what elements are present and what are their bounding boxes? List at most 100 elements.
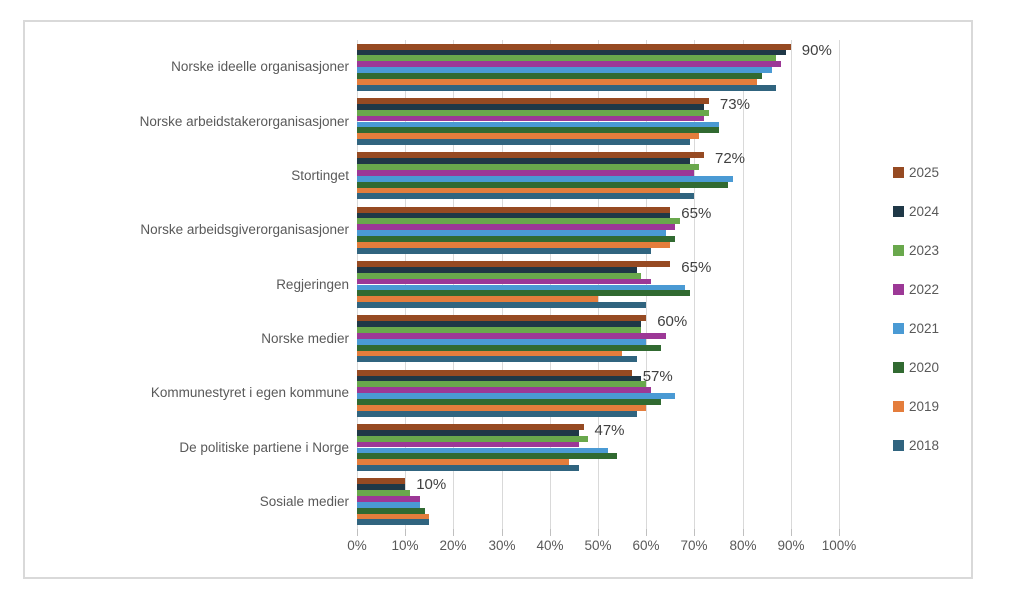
value-label: 65%: [681, 204, 712, 222]
bar-2024: [357, 375, 642, 382]
value-label: 90%: [801, 41, 832, 59]
value-label: 60%: [657, 313, 688, 331]
bar-2025: [357, 369, 632, 376]
tick-mark: [598, 529, 599, 536]
bar-2021: [357, 447, 608, 454]
tick-mark: [357, 529, 358, 536]
tick-mark: [791, 529, 792, 536]
bar-2025: [357, 315, 647, 322]
tick-mark: [743, 529, 744, 536]
category-label: De politiske partiene i Norge: [179, 439, 349, 455]
bar-2025: [357, 261, 671, 267]
legend-label: 2021: [909, 321, 940, 336]
bar-2019: [357, 187, 680, 194]
category-label: Norske arbeidsgiverorganisasjoner: [140, 222, 349, 238]
legend-swatch-icon: [893, 206, 904, 217]
legend-item-2020: 2020: [893, 361, 939, 374]
bar-2018: [357, 139, 690, 145]
bar-2022: [357, 441, 579, 448]
bar-2021: [357, 121, 719, 128]
bar-2022: [357, 332, 666, 339]
bar-2020: [357, 290, 690, 297]
legend-swatch-icon: [893, 323, 904, 334]
bar-2021: [357, 175, 733, 182]
x-axis-tick-label: 80%: [729, 538, 757, 553]
bar-2021: [357, 284, 685, 291]
legend-label: 2022: [909, 282, 940, 297]
tick-mark: [453, 529, 454, 536]
tick-mark: [502, 529, 503, 536]
gridline: [743, 40, 744, 529]
bar-2019: [357, 459, 570, 466]
bar-2022: [357, 278, 651, 285]
legend-swatch-icon: [893, 167, 904, 178]
legend-item-2018: 2018: [893, 439, 939, 452]
bar-2022: [357, 224, 676, 231]
x-axis-tick-label: 70%: [680, 538, 708, 553]
bar-2019: [357, 78, 758, 85]
tick-mark: [550, 529, 551, 536]
legend-item-2025: 2025: [893, 166, 939, 179]
legend-swatch-icon: [893, 245, 904, 256]
bar-2022: [357, 61, 782, 68]
bar-2020: [357, 344, 661, 351]
bar-2018: [357, 247, 651, 254]
bar-2018: [357, 302, 647, 308]
bar-2024: [357, 212, 671, 219]
bar-2025: [357, 98, 709, 104]
legend-label: 2020: [909, 360, 940, 375]
value-label: 57%: [642, 367, 673, 385]
bar-2023: [357, 55, 777, 62]
bar-2025: [357, 43, 791, 50]
value-label: 10%: [416, 476, 447, 494]
legend-label: 2023: [909, 243, 940, 258]
plot-area: 90% 73% 72% 65% 65% 60% 57% 47% 10%: [357, 40, 840, 529]
x-axis-tick-label: 50%: [584, 538, 612, 553]
legend-label: 2018: [909, 438, 940, 453]
bar-2021: [357, 338, 647, 345]
bar-2023: [357, 490, 410, 496]
bar-2018: [357, 465, 579, 471]
bar-2025: [357, 152, 704, 159]
bar-2019: [357, 513, 430, 520]
bar-2020: [357, 236, 676, 242]
bar-2023: [357, 272, 642, 279]
legend-swatch-icon: [893, 401, 904, 412]
tick-mark: [646, 529, 647, 536]
x-axis-tick-label: 20%: [439, 538, 467, 553]
value-label: 73%: [719, 96, 750, 114]
bar-2019: [357, 133, 700, 140]
bar-2021: [357, 230, 666, 236]
chart-frame: 90% 73% 72% 65% 65% 60% 57% 47% 10% Norske ideel…: [23, 20, 973, 579]
bar-2022: [357, 495, 420, 502]
bar-2020: [357, 73, 762, 79]
bar-2019: [357, 296, 598, 303]
category-label: Norske arbeidstakerorganisasjoner: [139, 113, 349, 129]
bar-2024: [357, 429, 579, 436]
value-label: 72%: [715, 150, 746, 168]
category-label: Sosiale medier: [259, 493, 349, 509]
legend-item-2023: 2023: [893, 244, 939, 257]
category-label: Norske medier: [261, 330, 349, 346]
gridline: [791, 40, 792, 529]
value-label: 65%: [681, 259, 712, 277]
bar-2018: [357, 356, 637, 363]
bar-2021: [357, 393, 676, 399]
legend-label: 2024: [909, 204, 940, 219]
category-label: Stortinget: [291, 167, 349, 183]
bar-2019: [357, 241, 671, 248]
x-axis-tick-label: 90%: [777, 538, 805, 553]
gridline: [694, 40, 695, 529]
x-axis-tick-label: 0%: [347, 538, 367, 553]
bar-2022: [357, 169, 695, 176]
value-label: 47%: [594, 422, 625, 440]
legend-swatch-icon: [893, 362, 904, 373]
x-axis-tick-label: 30%: [488, 538, 516, 553]
legend-swatch-icon: [893, 440, 904, 451]
bar-2023: [357, 327, 642, 333]
bar-2021: [357, 501, 420, 508]
bar-2023: [357, 435, 589, 442]
legend-label: 2025: [909, 165, 940, 180]
bar-2024: [357, 158, 690, 165]
bar-2021: [357, 67, 772, 73]
